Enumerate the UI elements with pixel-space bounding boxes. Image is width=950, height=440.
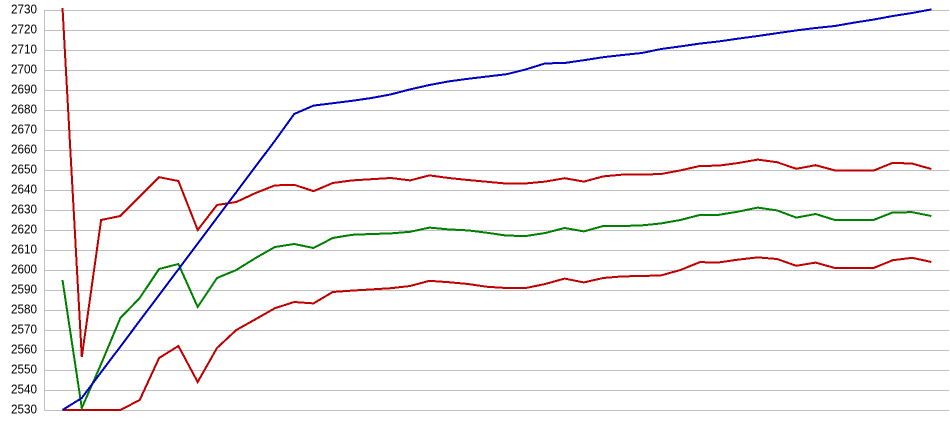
svg-text:2690: 2690: [11, 82, 37, 97]
svg-text:2530: 2530: [11, 402, 37, 417]
svg-text:2600: 2600: [11, 262, 37, 277]
svg-text:2570: 2570: [11, 322, 37, 337]
svg-text:2730: 2730: [11, 2, 37, 17]
svg-text:2630: 2630: [11, 202, 37, 217]
svg-text:2700: 2700: [11, 62, 37, 77]
svg-text:2560: 2560: [11, 342, 37, 357]
svg-text:2710: 2710: [11, 42, 37, 57]
svg-text:2610: 2610: [11, 242, 37, 257]
svg-text:2550: 2550: [11, 362, 37, 377]
svg-text:2650: 2650: [11, 162, 37, 177]
svg-text:2540: 2540: [11, 382, 37, 397]
svg-text:2720: 2720: [11, 22, 37, 37]
svg-text:2640: 2640: [11, 182, 37, 197]
svg-text:2680: 2680: [11, 102, 37, 117]
svg-text:2580: 2580: [11, 302, 37, 317]
svg-text:2620: 2620: [11, 222, 37, 237]
svg-text:2590: 2590: [11, 282, 37, 297]
svg-text:2670: 2670: [11, 122, 37, 137]
svg-text:2660: 2660: [11, 142, 37, 157]
